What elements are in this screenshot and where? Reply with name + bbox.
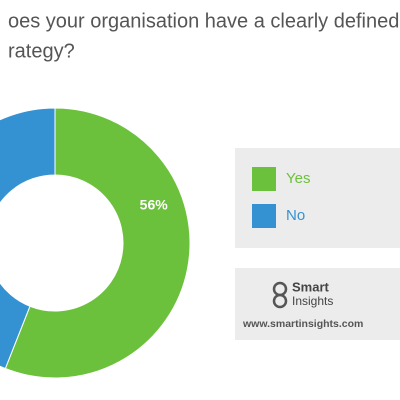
legend-label: No — [286, 207, 305, 224]
logo-name: Smart — [292, 279, 330, 294]
logo-url: www.smartinsights.com — [242, 318, 363, 330]
title-line: oes your organisation have a clearly def… — [8, 10, 399, 32]
legend-swatch — [252, 204, 276, 228]
legend-box — [235, 148, 400, 248]
title-line: rategy? — [8, 40, 75, 62]
legend-label: Yes — [286, 170, 310, 187]
logo-name: Insights — [292, 294, 333, 308]
donut-slice — [0, 107, 56, 370]
logo-icon — [272, 281, 288, 309]
legend-swatch — [252, 167, 276, 191]
value-label: 56% — [140, 196, 169, 212]
donut-slice — [4, 107, 191, 379]
logo-box — [235, 268, 400, 340]
